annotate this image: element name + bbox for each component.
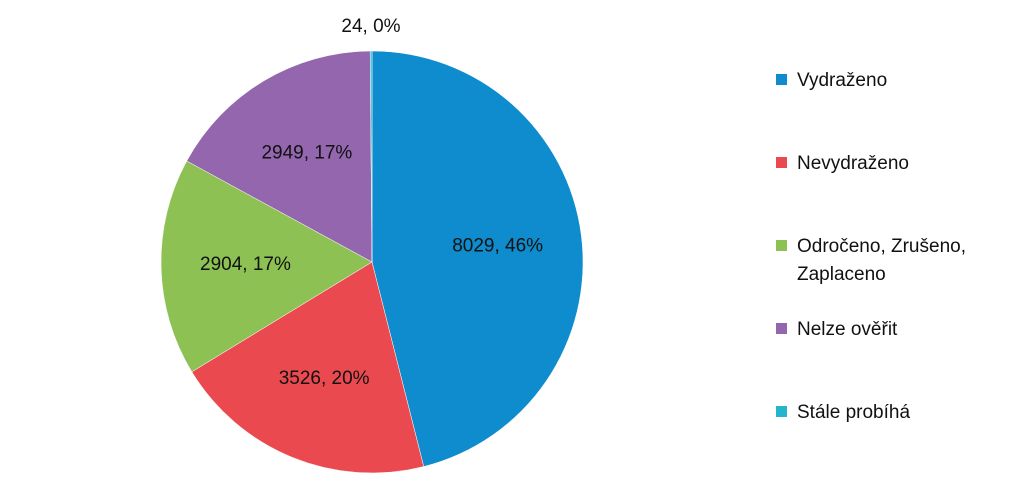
legend-swatch: [776, 323, 787, 334]
pie-slice: [160, 160, 373, 373]
data-label: 24, 0%: [341, 16, 400, 37]
legend-swatch: [776, 157, 787, 168]
legend-item: Nevydraženo: [776, 145, 1016, 228]
pie-slice: [369, 50, 373, 263]
pie-slice: [191, 261, 425, 474]
legend-label: Stále probíhá: [797, 402, 911, 423]
data-label: 2904, 17%: [200, 254, 291, 275]
legend-label: Nevydraženo: [797, 153, 909, 174]
legend-item: Nelze ověřit: [776, 311, 1016, 394]
pie-slice: [186, 50, 373, 263]
data-label: 2949, 17%: [261, 142, 352, 163]
pie-slice: [371, 50, 584, 467]
data-label: 8029, 46%: [452, 235, 543, 256]
legend-label: Vydraženo: [797, 70, 888, 91]
legend-item: Vydraženo: [776, 62, 1016, 145]
legend-label: Nelze ověřit: [797, 319, 898, 340]
legend-swatch: [776, 74, 787, 85]
legend-swatch: [776, 240, 787, 251]
data-label: 3526, 20%: [279, 368, 370, 389]
legend-item: Odročeno, Zrušeno, Zaplaceno: [776, 228, 1016, 311]
legend: Vydraženo Nevydraženo Odročeno, Zrušeno, Z…: [776, 62, 1016, 477]
legend-label: Odročeno, Zrušeno, Zaplaceno: [797, 236, 966, 285]
legend-swatch: [776, 406, 787, 417]
legend-item: Stále probíhá: [776, 394, 1016, 477]
